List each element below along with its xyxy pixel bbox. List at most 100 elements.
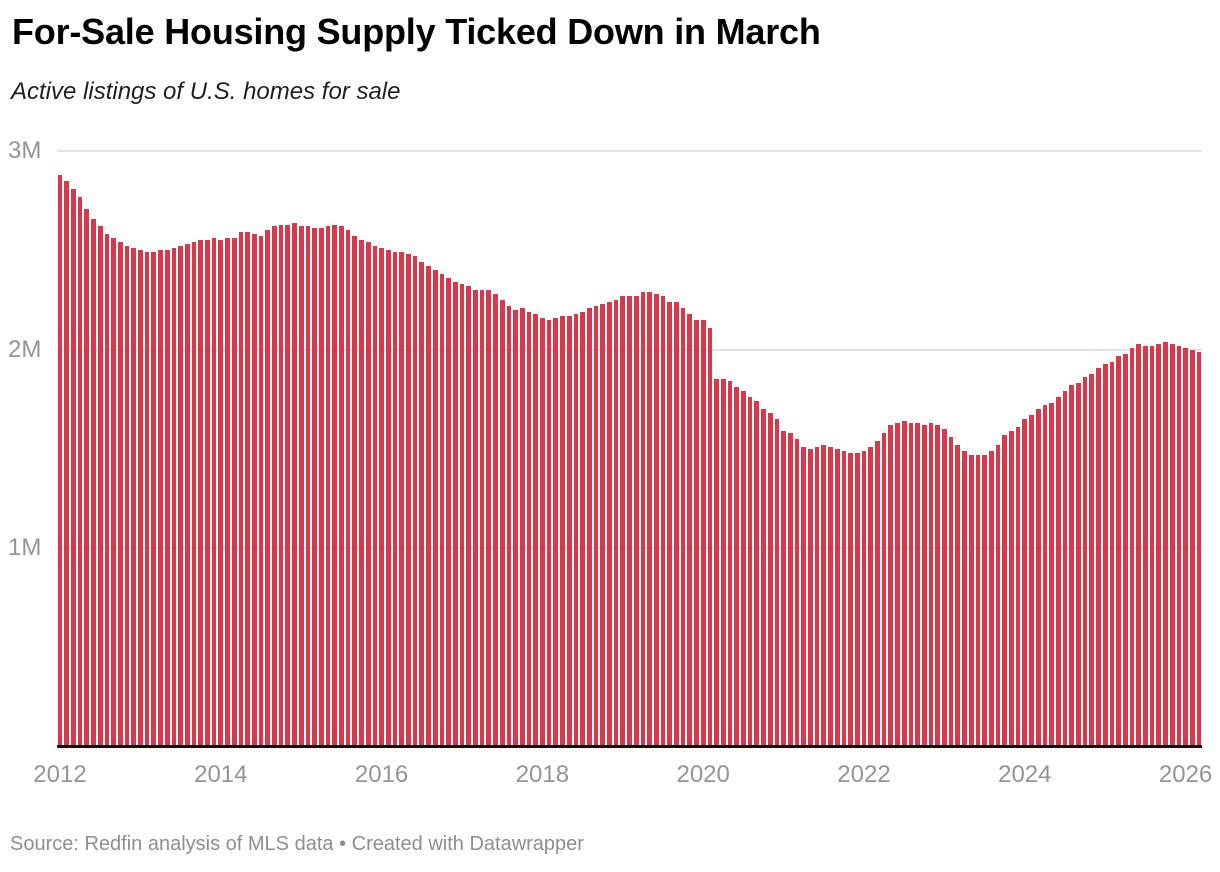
bar bbox=[1176, 345, 1182, 747]
bar bbox=[452, 282, 458, 747]
bar bbox=[385, 250, 391, 747]
x-axis-label: 2014 bbox=[194, 761, 248, 788]
bar bbox=[151, 252, 157, 747]
bar bbox=[814, 447, 820, 747]
bar bbox=[124, 246, 130, 747]
x-axis-label: 2026 bbox=[1158, 761, 1213, 788]
bar bbox=[305, 226, 311, 747]
bar bbox=[1169, 343, 1175, 747]
bar bbox=[942, 429, 947, 747]
bar bbox=[245, 232, 250, 747]
bar bbox=[781, 431, 786, 747]
bar bbox=[540, 317, 545, 747]
bar bbox=[77, 196, 83, 747]
bar bbox=[1062, 391, 1068, 747]
bar bbox=[1089, 373, 1095, 747]
bar bbox=[1116, 355, 1121, 747]
x-axis-label: 2024 bbox=[998, 761, 1052, 788]
bar bbox=[828, 447, 833, 747]
bar bbox=[278, 224, 284, 747]
bar bbox=[211, 238, 217, 747]
bar bbox=[915, 423, 920, 747]
bar bbox=[901, 421, 907, 747]
bar bbox=[332, 224, 338, 747]
bar bbox=[854, 452, 860, 747]
bar bbox=[834, 449, 840, 747]
bar bbox=[379, 248, 384, 747]
bar bbox=[432, 270, 438, 747]
bar bbox=[1009, 431, 1014, 747]
bar bbox=[372, 246, 378, 747]
bar bbox=[285, 224, 291, 747]
bar bbox=[935, 425, 941, 747]
bar bbox=[158, 250, 163, 747]
bar bbox=[1082, 377, 1088, 747]
y-axis-label: 3M bbox=[8, 137, 42, 164]
bar bbox=[794, 439, 800, 747]
bar bbox=[352, 236, 358, 747]
bar bbox=[881, 433, 887, 747]
bar bbox=[184, 244, 190, 747]
bar bbox=[613, 300, 619, 747]
bar bbox=[995, 445, 1001, 747]
bar bbox=[71, 188, 76, 747]
bar bbox=[801, 447, 807, 747]
bar bbox=[841, 450, 847, 747]
bar bbox=[1015, 427, 1021, 747]
bar bbox=[647, 292, 652, 747]
bar bbox=[640, 292, 646, 747]
bar bbox=[57, 174, 63, 747]
bar bbox=[607, 301, 612, 747]
bar bbox=[419, 262, 425, 747]
bar bbox=[660, 296, 666, 747]
bar bbox=[707, 327, 713, 747]
bar bbox=[164, 250, 170, 747]
bar bbox=[888, 425, 894, 747]
bar bbox=[318, 228, 324, 747]
bar bbox=[700, 319, 706, 747]
bar bbox=[553, 317, 559, 747]
bar bbox=[674, 301, 679, 747]
bar bbox=[787, 433, 793, 747]
bar bbox=[928, 423, 934, 747]
bar bbox=[439, 274, 445, 747]
bar bbox=[1149, 345, 1155, 747]
bar bbox=[754, 401, 760, 747]
bar bbox=[225, 238, 230, 747]
bar bbox=[1029, 415, 1034, 747]
bar bbox=[486, 290, 492, 747]
bar bbox=[774, 419, 780, 747]
bar bbox=[727, 381, 733, 747]
bar bbox=[895, 423, 900, 747]
bar bbox=[97, 226, 103, 747]
x-axis-label: 2018 bbox=[515, 761, 570, 788]
bar bbox=[1129, 347, 1135, 747]
bar bbox=[955, 445, 961, 747]
bar bbox=[566, 315, 572, 747]
bar bbox=[680, 307, 686, 747]
bar bbox=[459, 284, 465, 747]
bar bbox=[499, 300, 505, 747]
bar bbox=[218, 240, 224, 747]
bar bbox=[144, 252, 150, 747]
bar bbox=[1143, 345, 1148, 747]
bar bbox=[714, 379, 719, 747]
chart-subtitle: Active listings of U.S. homes for sale bbox=[11, 78, 401, 105]
bar bbox=[1102, 363, 1108, 747]
bar bbox=[600, 303, 606, 747]
bar bbox=[580, 311, 585, 747]
bar bbox=[1183, 347, 1188, 747]
bar bbox=[1122, 353, 1128, 747]
gridline-3M bbox=[57, 150, 1202, 152]
bar bbox=[131, 248, 137, 747]
bar bbox=[767, 413, 773, 747]
bar bbox=[298, 226, 304, 747]
y-axis-label: 2M bbox=[8, 335, 42, 363]
bar bbox=[968, 454, 974, 747]
bar bbox=[345, 230, 351, 747]
bar bbox=[627, 296, 632, 747]
source-note: Source: Redfin analysis of MLS data • Cr… bbox=[10, 833, 584, 855]
bar bbox=[593, 305, 599, 747]
bar bbox=[506, 305, 512, 747]
bar bbox=[667, 301, 673, 747]
